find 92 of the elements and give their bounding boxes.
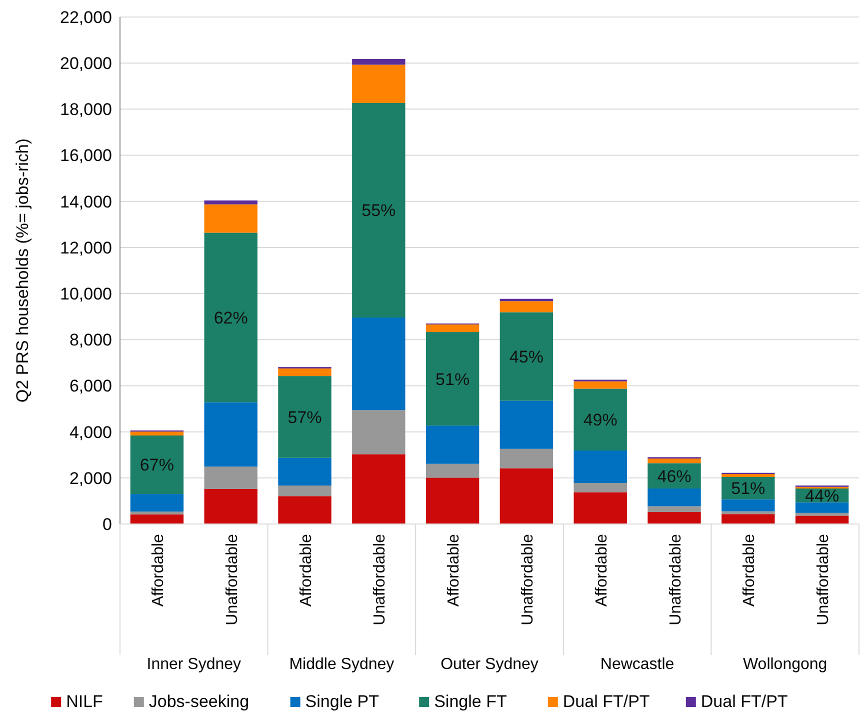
y-tick-label: 16,000: [60, 146, 112, 166]
x-tick-label: Affordable: [741, 534, 758, 607]
bar: [426, 426, 480, 464]
x-tick-label: Affordable: [298, 534, 315, 607]
bar: [795, 516, 849, 524]
y-tick-label: 2,000: [69, 468, 112, 488]
bar: [278, 458, 332, 486]
bar: [426, 478, 480, 524]
bar: [500, 468, 554, 524]
bar: [130, 494, 184, 512]
x-tick-label: Unaffordable: [224, 534, 241, 626]
bar: [722, 499, 775, 512]
bar: [204, 200, 258, 204]
bar: [648, 506, 701, 512]
text: Outer Sydney: [440, 656, 538, 673]
bar: [500, 301, 554, 312]
bar: [574, 450, 627, 483]
y-tick-label: 22,000: [60, 8, 112, 27]
legend-label: Single FT: [434, 692, 507, 711]
bar: [278, 486, 332, 496]
x-tick-label: Unaffordable: [667, 534, 684, 626]
text: Newcastle: [600, 656, 674, 673]
bar: [204, 402, 258, 467]
y-tick-label: 8,000: [69, 330, 112, 350]
bar: [204, 204, 258, 233]
x-tick-label: Unaffordable: [372, 534, 389, 626]
bar: [278, 368, 332, 376]
bar: [648, 512, 701, 524]
x-tick-label: Affordable: [593, 534, 610, 607]
y-tick-label: 18,000: [60, 100, 112, 120]
bar: [352, 318, 406, 410]
y-tick-label: 4,000: [69, 422, 112, 442]
bar: [795, 502, 849, 513]
bar: [500, 400, 554, 449]
legend-label: NILF: [66, 692, 103, 711]
bar: [426, 332, 480, 426]
x-tick-label: Unaffordable: [519, 534, 536, 626]
annotation: 57%: [288, 408, 322, 427]
x-tick-label: Unaffordable: [815, 534, 832, 626]
text: Inner Sydney: [146, 656, 242, 673]
bar: [574, 388, 627, 450]
annotation: 51%: [731, 479, 766, 498]
legend-label: Single PT: [305, 692, 380, 711]
bar: [130, 432, 184, 436]
legend-label: Dual FT/PT: [562, 692, 650, 711]
y-tick-label: 10,000: [60, 284, 112, 304]
y-tick-label: 12,000: [60, 238, 112, 258]
bar: [795, 512, 849, 516]
annotation: 45%: [509, 347, 544, 366]
bar: [574, 482, 627, 492]
bar: [204, 232, 258, 402]
bar: [130, 514, 184, 524]
bar: [722, 474, 775, 477]
bar: [648, 458, 701, 464]
bar: [426, 324, 480, 332]
x-tick-label: Affordable: [150, 534, 167, 607]
annotation: 62%: [214, 308, 248, 328]
y-tick-label: 0: [102, 514, 112, 534]
bar: [352, 410, 406, 454]
annotation: 49%: [583, 410, 618, 430]
y-axis-title: Q2 PRS households (%= jobs-rich): [13, 138, 32, 403]
bar: [500, 448, 554, 468]
y-tick-label: 20,000: [60, 54, 112, 74]
bar: [204, 466, 258, 489]
bar: [426, 464, 480, 478]
annotation: 44%: [805, 486, 840, 506]
bar: [130, 436, 184, 494]
bar: [204, 488, 258, 524]
bar: [500, 312, 554, 401]
bar: [352, 102, 406, 318]
bar: [574, 381, 627, 389]
bar: [278, 376, 332, 458]
bar: [722, 514, 775, 524]
bar: [648, 488, 701, 506]
y-tick-label: 6,000: [69, 376, 112, 396]
text: Middle Sydney: [289, 656, 394, 673]
y-tick-label: 14,000: [60, 192, 112, 212]
x-tick-label: Affordable: [446, 534, 463, 607]
bar: [352, 58, 406, 65]
bar: [278, 496, 332, 524]
bar: [130, 512, 184, 514]
bar: [352, 454, 406, 524]
bar: [352, 64, 406, 103]
annotation: 46%: [657, 466, 692, 486]
annotation: 67%: [140, 456, 174, 475]
bar: [574, 492, 627, 524]
legend-label: Dual FT/PT: [700, 692, 788, 711]
annotation: 51%: [436, 370, 470, 389]
legend-label: Jobs-seeking: [148, 692, 250, 711]
bar: [722, 511, 775, 514]
text: Wollongong: [742, 656, 828, 673]
annotation: 55%: [362, 201, 396, 220]
